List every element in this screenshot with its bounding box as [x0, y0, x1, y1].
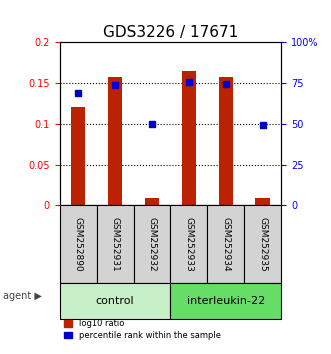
Text: agent ▶: agent ▶	[3, 291, 42, 301]
Text: interleukin-22: interleukin-22	[187, 296, 265, 306]
Bar	[218, 77, 233, 205]
Text: control: control	[96, 296, 134, 306]
Title: GDS3226 / 17671: GDS3226 / 17671	[103, 25, 238, 40]
FancyBboxPatch shape	[60, 205, 97, 283]
Bar	[145, 198, 160, 205]
FancyBboxPatch shape	[244, 205, 281, 283]
Text: GSM252931: GSM252931	[111, 217, 119, 272]
Bar	[181, 71, 196, 205]
Text: GSM252932: GSM252932	[148, 217, 157, 272]
FancyBboxPatch shape	[133, 205, 170, 283]
FancyBboxPatch shape	[60, 283, 170, 319]
Bar	[71, 107, 85, 205]
Text: GSM252890: GSM252890	[73, 217, 82, 272]
Text: GSM252934: GSM252934	[221, 217, 230, 272]
FancyBboxPatch shape	[97, 205, 133, 283]
Text: GSM252935: GSM252935	[259, 217, 267, 272]
Legend: log10 ratio, percentile rank within the sample: log10 ratio, percentile rank within the …	[64, 319, 221, 340]
FancyBboxPatch shape	[170, 205, 208, 283]
Bar	[108, 77, 122, 205]
Text: GSM252933: GSM252933	[184, 217, 193, 272]
FancyBboxPatch shape	[170, 283, 281, 319]
Bar	[256, 198, 270, 205]
FancyBboxPatch shape	[208, 205, 244, 283]
